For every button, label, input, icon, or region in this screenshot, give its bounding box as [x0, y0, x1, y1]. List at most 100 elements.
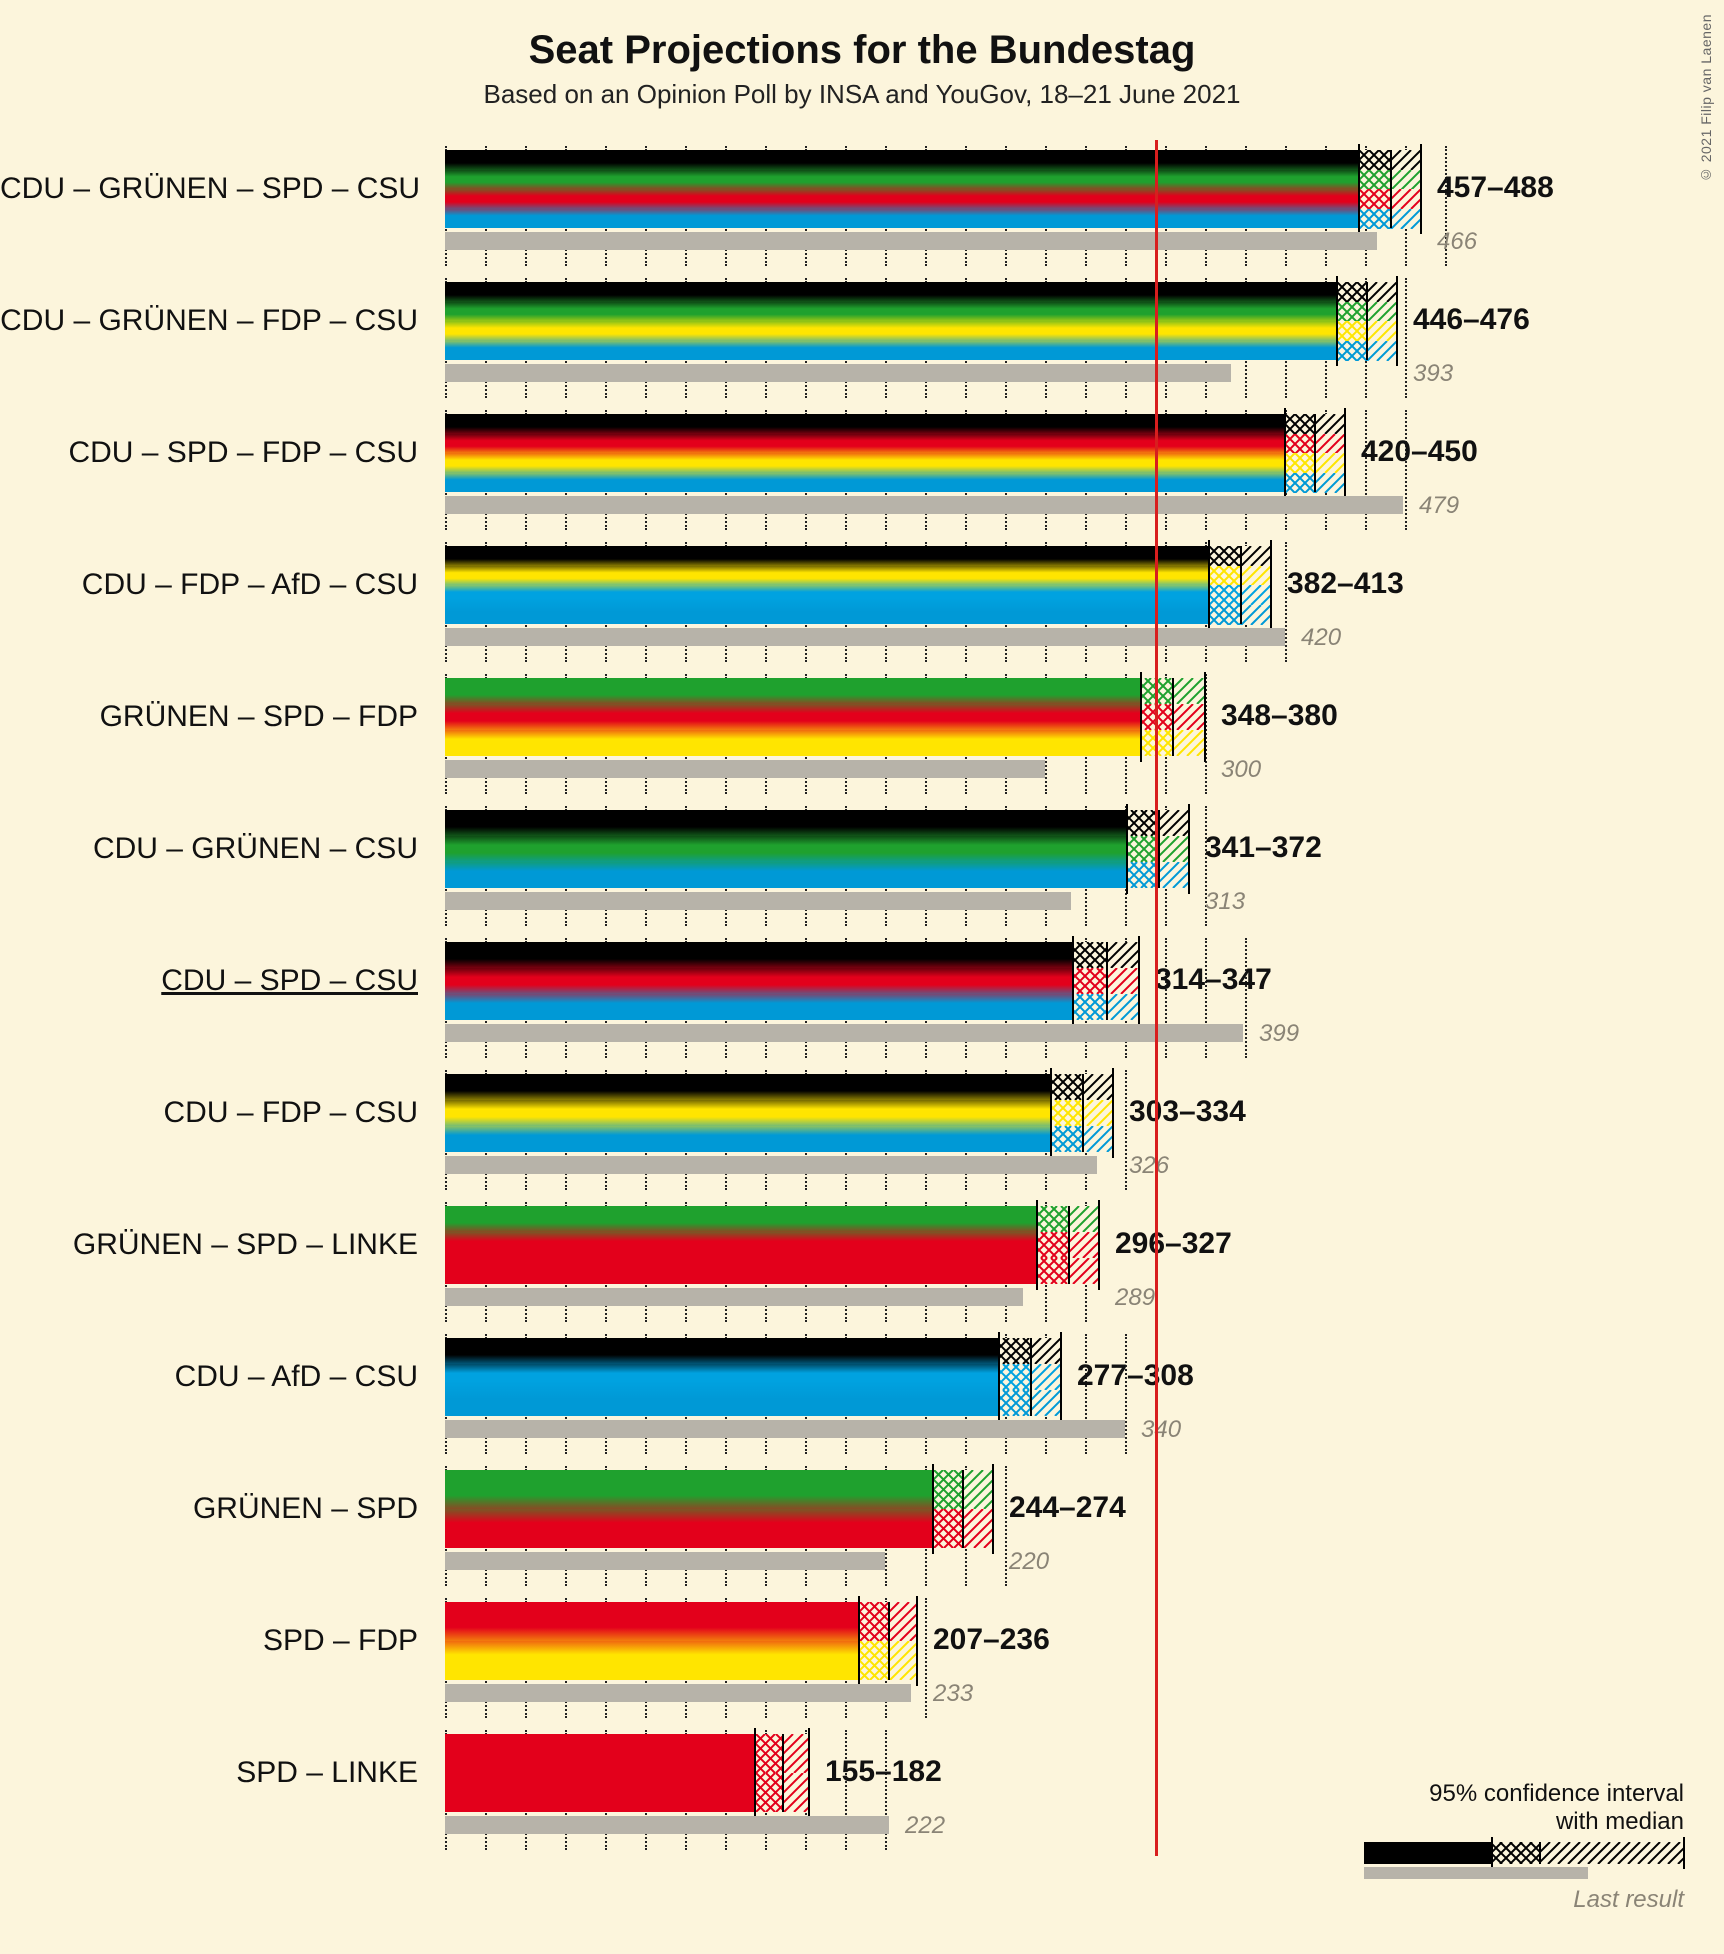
- bar-ci-high: [1241, 546, 1271, 566]
- bar-ci-low: [1037, 1206, 1069, 1232]
- last-result-label: 289: [1115, 1284, 1155, 1312]
- median-line: [1240, 546, 1242, 624]
- whisker-lo: [1036, 1200, 1038, 1290]
- ci-range-label: 348–380: [1221, 699, 1338, 733]
- bar-ci-high: [1069, 1258, 1099, 1284]
- whisker-hi: [1098, 1200, 1100, 1290]
- median-line: [1172, 678, 1174, 756]
- bar-ci-high: [1031, 1390, 1061, 1416]
- bar-stripe: [445, 1126, 1051, 1152]
- bar-ci-low: [1285, 453, 1315, 473]
- bar-ci-high: [1367, 302, 1397, 322]
- coalition-row: CDU – AfD – CSU277–308340: [0, 1328, 1724, 1460]
- bar-stripe: [445, 321, 1337, 341]
- bar-stripe: [445, 836, 1127, 862]
- bar-ci-high: [1391, 189, 1421, 209]
- whisker-lo: [754, 1728, 756, 1818]
- bar-ci-high: [1367, 341, 1397, 361]
- bar-ci-low: [1073, 994, 1107, 1020]
- bar-ci-high: [1391, 150, 1421, 170]
- bar-stripe: [445, 1338, 999, 1364]
- bar-ci-low: [933, 1509, 963, 1548]
- bar-stripe: [445, 678, 1141, 704]
- median-line: [1366, 282, 1368, 360]
- bar-stripe: [445, 189, 1359, 209]
- coalition-label: SPD – FDP: [0, 1624, 430, 1658]
- last-result-label: 466: [1437, 228, 1477, 256]
- last-result-bar: [445, 1684, 911, 1702]
- whisker-hi: [916, 1596, 918, 1686]
- ci-range-label: 457–488: [1437, 171, 1554, 205]
- whisker-hi: [1270, 540, 1272, 630]
- coalition-row: CDU – GRÜNEN – FDP – CSU446–476393: [0, 272, 1724, 404]
- ci-range-label: 341–372: [1205, 831, 1322, 865]
- whisker-hi: [1112, 1068, 1114, 1158]
- ci-range-label: 244–274: [1009, 1491, 1126, 1525]
- bar-stripe: [445, 1100, 1051, 1126]
- median-line: [1030, 1338, 1032, 1416]
- bar-stripe: [445, 810, 1127, 836]
- bar-stripe: [445, 473, 1285, 493]
- bar-stripe: [445, 414, 1285, 434]
- bar-ci-high: [1367, 282, 1397, 302]
- last-result-bar: [445, 1024, 1243, 1042]
- bar-ci-high: [1241, 605, 1271, 625]
- whisker-hi: [1188, 804, 1190, 894]
- coalition-label: CDU – GRÜNEN – SPD – CSU: [0, 172, 430, 206]
- last-result-bar: [445, 1156, 1097, 1174]
- bar-stripe: [445, 968, 1073, 994]
- bar-ci-high: [1241, 566, 1271, 586]
- median-line: [782, 1734, 784, 1812]
- bar-ci-low: [755, 1773, 783, 1812]
- median-line: [1314, 414, 1316, 492]
- bar-stripe: [445, 862, 1127, 888]
- bar-ci-high: [783, 1773, 809, 1812]
- bar-stripe: [445, 170, 1359, 190]
- bar-stripe: [445, 1390, 999, 1416]
- bar-stripe: [445, 1470, 933, 1509]
- last-result-label: 340: [1141, 1416, 1181, 1444]
- legend-bar: [1364, 1842, 1684, 1884]
- bar-ci-high: [1173, 704, 1205, 730]
- bar-ci-high: [1315, 414, 1345, 434]
- bar-stripe: [445, 1258, 1037, 1284]
- legend-line2: with median: [1304, 1808, 1684, 1836]
- bar-stripe: [445, 942, 1073, 968]
- whisker-hi: [992, 1464, 994, 1554]
- bar-ci-low: [1359, 189, 1391, 209]
- whisker-lo: [1284, 408, 1286, 498]
- coalition-row: GRÜNEN – SPD – LINKE296–327289: [0, 1196, 1724, 1328]
- last-result-label: 326: [1129, 1152, 1169, 1180]
- bar-stripe: [445, 1641, 859, 1680]
- bar-ci-low: [1209, 585, 1241, 605]
- bar-stripe: [445, 1232, 1037, 1258]
- last-result-bar: [445, 1288, 1023, 1306]
- median-line: [1158, 810, 1160, 888]
- bar-ci-high: [1159, 836, 1189, 862]
- coalition-row: CDU – SPD – FDP – CSU420–450479: [0, 404, 1724, 536]
- coalition-row: CDU – GRÜNEN – CSU341–372313: [0, 800, 1724, 932]
- bar-ci-high: [889, 1602, 917, 1641]
- whisker-lo: [1050, 1068, 1052, 1158]
- last-result-bar: [445, 1420, 1125, 1438]
- whisker-hi: [1344, 408, 1346, 498]
- bar-ci-low: [1037, 1232, 1069, 1258]
- median-line: [1106, 942, 1108, 1020]
- ci-range-label: 303–334: [1129, 1095, 1246, 1129]
- last-result-bar: [445, 628, 1285, 646]
- last-result-label: 420: [1301, 624, 1341, 652]
- bar-ci-high: [1367, 321, 1397, 341]
- bar-ci-low: [1337, 302, 1367, 322]
- bar-ci-low: [1073, 968, 1107, 994]
- last-result-label: 313: [1205, 888, 1245, 916]
- last-result-bar: [445, 232, 1377, 250]
- bar-ci-low: [999, 1364, 1031, 1390]
- whisker-lo: [858, 1596, 860, 1686]
- bar-stripe: [445, 150, 1359, 170]
- bar-ci-high: [1083, 1074, 1113, 1100]
- median-line: [962, 1470, 964, 1548]
- bar-ci-high: [1083, 1100, 1113, 1126]
- legend: 95% confidence interval with median Last…: [1304, 1780, 1684, 1914]
- last-result-label: 222: [905, 1812, 945, 1840]
- bar-stripe: [445, 605, 1209, 625]
